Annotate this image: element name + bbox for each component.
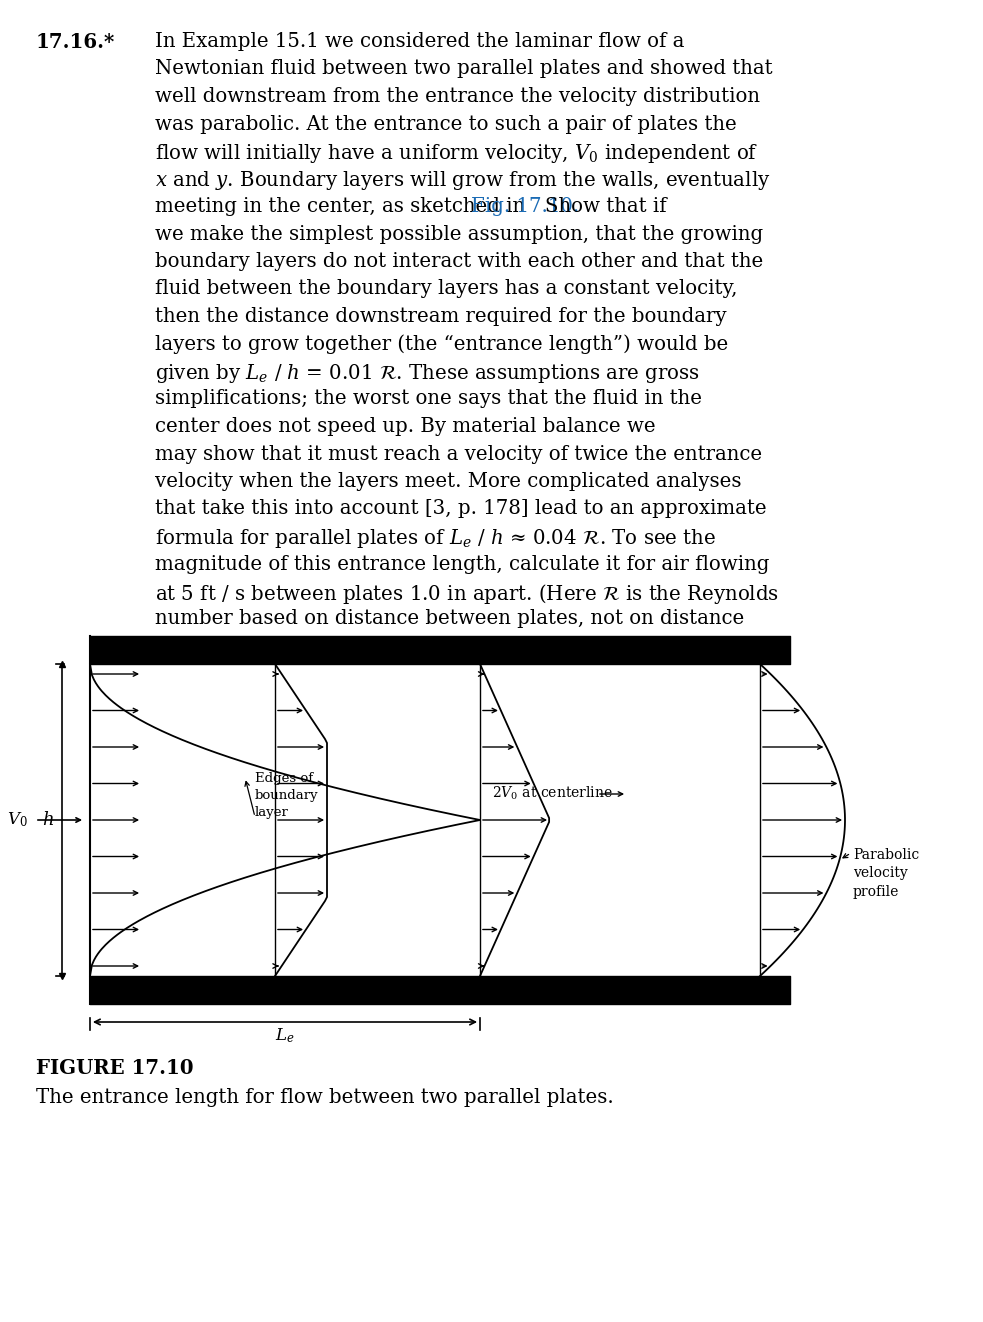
Text: meeting in the center, as sketched in: meeting in the center, as sketched in [155, 197, 532, 215]
Text: $2V_0$ at centerline: $2V_0$ at centerline [492, 784, 612, 802]
Text: given by $L_e$ / $h$ = 0.01 $\mathcal{R}$. These assumptions are gross: given by $L_e$ / $h$ = 0.01 $\mathcal{R}… [155, 362, 700, 385]
Text: was parabolic. At the entrance to such a pair of plates the: was parabolic. At the entrance to such a… [155, 115, 736, 134]
Text: center does not speed up. By material balance we: center does not speed up. By material ba… [155, 416, 656, 436]
Text: simplifications; the worst one says that the fluid in the: simplifications; the worst one says that… [155, 390, 702, 408]
Text: In Example 15.1 we considered the laminar flow of a: In Example 15.1 we considered the lamina… [155, 32, 684, 52]
Text: Edges of
boundary
layer: Edges of boundary layer [255, 772, 318, 818]
Text: $x$ and $y$. Boundary layers will grow from the walls, eventually: $x$ and $y$. Boundary layers will grow f… [155, 169, 771, 193]
Text: $h$: $h$ [42, 810, 54, 829]
Text: magnitude of this entrance length, calculate it for air flowing: magnitude of this entrance length, calcu… [155, 554, 770, 574]
Text: Parabolic
velocity
profile: Parabolic velocity profile [853, 847, 919, 899]
Text: at 5 ft / s between plates 1.0 in apart. (Here $\mathcal{R}$ is the Reynolds: at 5 ft / s between plates 1.0 in apart.… [155, 582, 780, 605]
Text: $V_0$: $V_0$ [7, 810, 28, 829]
Text: Newtonian fluid between two parallel plates and showed that: Newtonian fluid between two parallel pla… [155, 59, 773, 78]
Text: well downstream from the entrance the velocity distribution: well downstream from the entrance the ve… [155, 87, 760, 106]
Text: 17.16.*: 17.16.* [36, 32, 115, 52]
Text: layers to grow together (the “entrance length”) would be: layers to grow together (the “entrance l… [155, 334, 728, 354]
Text: fluid between the boundary layers has a constant velocity,: fluid between the boundary layers has a … [155, 279, 737, 299]
Text: formula for parallel plates of $L_e$ / $h$ ≈ 0.04 $\mathcal{R}$. To see the: formula for parallel plates of $L_e$ / $… [155, 527, 717, 550]
Text: from the leading edge.): from the leading edge.) [155, 637, 390, 657]
Text: $L_e$: $L_e$ [275, 1026, 295, 1044]
Text: we make the simplest possible assumption, that the growing: we make the simplest possible assumption… [155, 225, 763, 243]
Text: may show that it must reach a velocity of twice the entrance: may show that it must reach a velocity o… [155, 444, 762, 464]
Text: number based on distance between plates, not on distance: number based on distance between plates,… [155, 609, 744, 628]
Text: The entrance length for flow between two parallel plates.: The entrance length for flow between two… [36, 1088, 613, 1107]
Text: Fig. 17.10.: Fig. 17.10. [471, 197, 579, 215]
Text: boundary layers do not interact with each other and that the: boundary layers do not interact with eac… [155, 253, 763, 271]
Text: flow will initially have a uniform velocity, $V_0$ independent of: flow will initially have a uniform veloc… [155, 141, 759, 165]
Text: FIGURE 17.10: FIGURE 17.10 [36, 1058, 194, 1077]
Text: that take this into account [3, p. 178] lead to an approximate: that take this into account [3, p. 178] … [155, 500, 767, 518]
Text: velocity when the layers meet. More complicated analyses: velocity when the layers meet. More comp… [155, 472, 741, 490]
Text: then the distance downstream required for the boundary: then the distance downstream required fo… [155, 307, 726, 327]
Text: Show that if: Show that if [545, 197, 666, 215]
